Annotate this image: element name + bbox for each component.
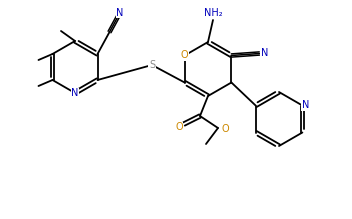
Text: N: N	[261, 48, 268, 58]
Text: S: S	[149, 60, 155, 70]
Text: NH₂: NH₂	[204, 8, 222, 18]
Text: O: O	[175, 122, 183, 132]
Text: N: N	[302, 101, 309, 111]
Text: N: N	[71, 88, 79, 98]
Text: O: O	[221, 124, 229, 134]
Text: N: N	[116, 8, 124, 18]
Text: O: O	[181, 51, 188, 60]
